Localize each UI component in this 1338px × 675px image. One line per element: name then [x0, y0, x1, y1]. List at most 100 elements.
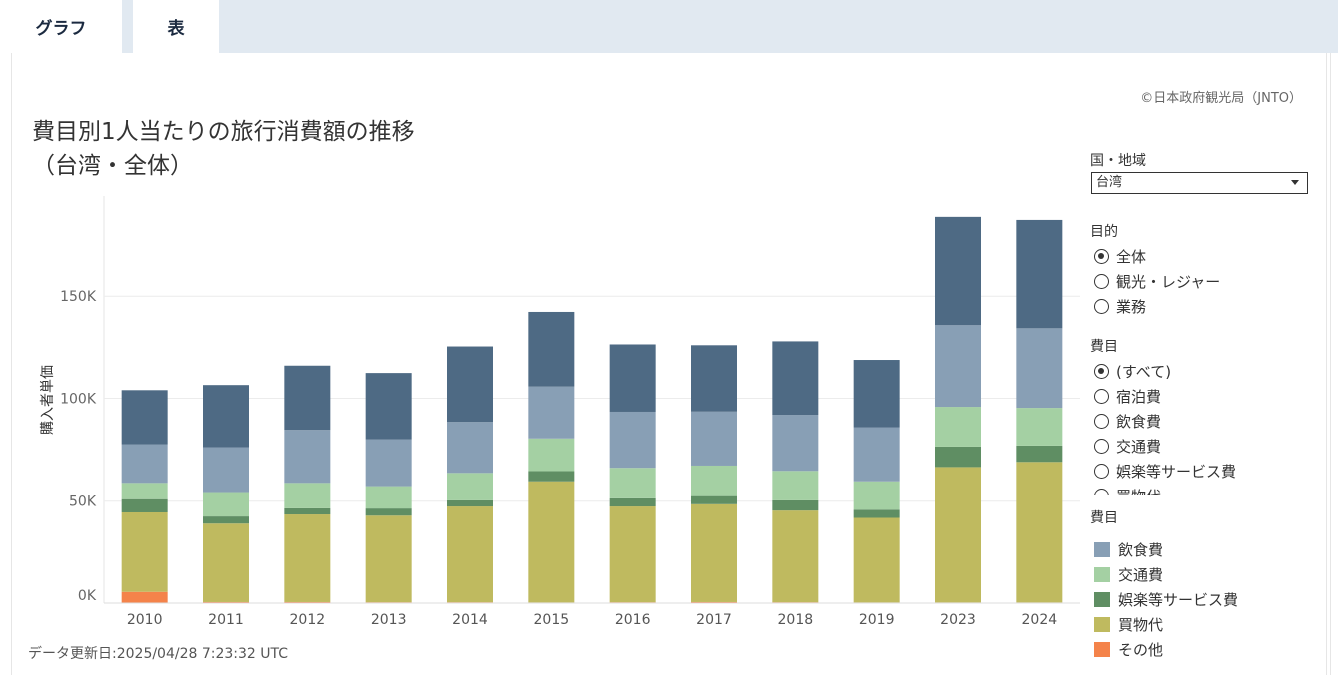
country-select[interactable]: 台湾: [1091, 172, 1308, 194]
data-updated-text: データ更新日:2025/04/28 7:23:32 UTC: [28, 646, 289, 662]
radio-icon: [1094, 464, 1109, 479]
stacked-bar-chart: 0K 50K 100K 150K 購入者単価 2010 2011 2012 2013 2014 20…: [40, 196, 1080, 628]
x-tick-label: 2014: [452, 612, 488, 628]
y-tick-label: 0K: [78, 588, 97, 604]
radio-icon: [1094, 274, 1109, 289]
tab-graph-label: グラフ: [35, 19, 87, 39]
bar-segment: [609, 344, 656, 412]
chart-title-line2: （台湾・全体）: [32, 153, 193, 179]
bar-segment: [691, 503, 737, 602]
category-option-lodging[interactable]: 宿泊費: [1094, 386, 1161, 407]
tab-table-label: 表: [167, 19, 185, 39]
tab-table[interactable]: 表: [133, 0, 219, 53]
category-option-entertainment[interactable]: 娯楽等サービス費: [1094, 461, 1236, 482]
bar-segment: [772, 499, 819, 511]
x-tick-label: 2016: [615, 612, 651, 628]
chart-title-line1: 費目別1人当たりの旅行消費額の推移: [32, 119, 415, 145]
x-tick-label: 2012: [290, 612, 326, 628]
bar-segment: [447, 506, 493, 603]
purpose-option-business[interactable]: 業務: [1094, 296, 1146, 317]
bar-segment: [853, 509, 900, 518]
bar-segment: [284, 365, 331, 431]
bar-segment: [609, 411, 656, 469]
tab-bar: [0, 0, 1338, 53]
x-tick-label: 2011: [208, 612, 244, 628]
bar-segment: [528, 438, 575, 472]
purpose-option-label: 全体: [1116, 248, 1147, 266]
legend-label: 交通費: [1118, 566, 1164, 584]
bar-segment: [528, 471, 575, 482]
category-option-label: 娯楽等サービス費: [1116, 463, 1237, 481]
legend-item-shopping: 買物代: [1094, 614, 1163, 635]
legend-label: 買物代: [1118, 616, 1164, 634]
copyright-text: ©日本政府観光局（JNTO）: [1140, 91, 1302, 106]
legend-label: その他: [1118, 641, 1164, 659]
category-option-label: 交通費: [1116, 438, 1162, 456]
country-filter-label: 国・地域: [1090, 153, 1146, 169]
legend-swatch: [1094, 592, 1110, 607]
legend-label: 娯楽等サービス費: [1118, 591, 1239, 609]
y-tick-label: 50K: [69, 494, 97, 510]
x-tick-label: 2017: [696, 612, 732, 628]
radio-icon: [1094, 389, 1109, 404]
category-option-all[interactable]: (すべて): [1094, 361, 1171, 382]
bar-segment: [691, 601, 737, 603]
legend-title: 費目: [1090, 510, 1118, 526]
bar-segment: [528, 311, 575, 387]
bar-segment: [609, 506, 656, 603]
x-tick-label: 2019: [859, 612, 895, 628]
category-option-shopping[interactable]: 買物代: [1094, 486, 1161, 495]
radio-icon: [1094, 299, 1109, 314]
legend-swatch: [1094, 617, 1110, 632]
category-option-label: 宿泊費: [1116, 388, 1162, 406]
bar-segment: [853, 427, 900, 482]
purpose-option-all[interactable]: 全体: [1094, 246, 1146, 267]
bar-segment: [935, 446, 981, 468]
bar-segment: [772, 510, 819, 603]
country-select-value: 台湾: [1096, 175, 1123, 190]
radio-icon: [1094, 489, 1109, 495]
bar-segment: [609, 497, 656, 507]
purpose-filter-label: 目的: [1090, 224, 1118, 240]
bar-segment: [609, 468, 656, 498]
bar-segment: [935, 325, 981, 408]
radio-icon: [1094, 439, 1109, 454]
bar-segment: [935, 216, 981, 326]
bar-segment: [203, 492, 249, 517]
bar-segment: [447, 346, 493, 423]
bar-segment: [853, 360, 900, 428]
category-option-food[interactable]: 飲食費: [1094, 411, 1161, 432]
bar-segment: [1016, 328, 1063, 409]
bar-segment: [1016, 462, 1063, 603]
tab-graph[interactable]: グラフ: [0, 0, 122, 53]
bar-segment: [365, 515, 412, 603]
category-option-label: 飲食費: [1116, 413, 1162, 431]
bar-segment: [935, 467, 981, 603]
bar-segment: [1016, 445, 1063, 463]
category-option-label: (すべて): [1116, 363, 1172, 381]
legend-item-transport: 交通費: [1094, 564, 1163, 585]
category-option-transport[interactable]: 交通費: [1094, 436, 1161, 457]
x-tick-label: 2023: [940, 612, 976, 628]
category-option-label: 買物代: [1116, 486, 1161, 495]
bar-segment: [691, 411, 737, 466]
purpose-option-leisure[interactable]: 観光・レジャー: [1094, 271, 1220, 292]
bar-segment: [121, 498, 168, 512]
bar-segment: [365, 439, 412, 487]
category-filter-list[interactable]: (すべて) 宿泊費 飲食費 交通費 娯楽等サービス費 買物代: [1088, 240, 1328, 495]
bar-segment: [528, 386, 575, 439]
x-tick-label: 2024: [1022, 612, 1058, 628]
chart-title: 費目別1人当たりの旅行消費額の推移 （台湾・全体）: [32, 115, 415, 183]
x-tick-label: 2013: [371, 612, 407, 628]
bar-segment: [853, 481, 900, 510]
x-tick-label: 2010: [127, 612, 163, 628]
legend-item-other: その他: [1094, 639, 1163, 660]
bar-segment: [528, 481, 575, 603]
radio-selected-icon: [1094, 364, 1109, 379]
bar-segment: [121, 511, 168, 592]
bar-segment: [121, 591, 168, 603]
bar-segment: [121, 444, 168, 484]
bar-segment: [691, 465, 737, 496]
legend-swatch: [1094, 542, 1110, 557]
bar-segment: [365, 486, 412, 509]
